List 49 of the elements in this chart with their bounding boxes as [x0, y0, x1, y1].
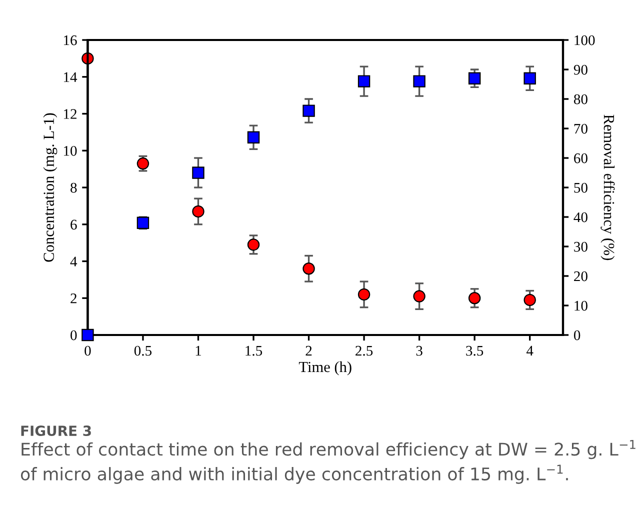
point [82, 328, 94, 342]
point [192, 166, 204, 179]
point [302, 104, 315, 117]
y-tick-label: 12 [64, 109, 76, 119]
y-tick-label: 10 [64, 146, 77, 156]
y2-tick-label: 40 [574, 212, 588, 222]
y2-tick-label: 100 [574, 35, 595, 46]
x-tick-label: 4 [526, 346, 534, 356]
caption: FIGURE 3 [21, 426, 91, 436]
y-tick-label: 6 [70, 220, 77, 230]
x-tick-label: 1.5 [246, 346, 262, 356]
x-tick-label: 3.5 [466, 346, 484, 356]
point [468, 72, 481, 84]
y2-tick-label: 50 [574, 182, 588, 193]
x-axis-title: Time (h) [298, 361, 352, 376]
point [524, 72, 536, 84]
y-tick-label: 0 [70, 330, 77, 340]
x-tick-label: 2 [306, 346, 312, 356]
point [468, 292, 481, 304]
point [247, 238, 260, 251]
y2-tick-label: 30 [574, 242, 588, 252]
y2-tick-label: 60 [574, 153, 588, 164]
y2-tick-label: 80 [574, 94, 588, 104]
y-axis-title: Concentration (mg. L-1) [43, 113, 58, 262]
point [358, 288, 370, 301]
y-tick-label: 8 [70, 182, 77, 193]
x-tick-label: 3 [416, 346, 422, 356]
y2-tick-label: 70 [574, 124, 588, 134]
y-tick-label: 14 [64, 72, 78, 82]
x-tick-label: 1 [196, 346, 202, 356]
point [413, 75, 426, 88]
x-tick-label: 0.5 [134, 346, 152, 356]
x-tick-label: 0 [84, 346, 91, 356]
point [358, 75, 370, 88]
point [192, 205, 204, 218]
y2-axis-title: Removal efficiency (%) [600, 114, 615, 260]
y2-tick-label: 10 [574, 300, 588, 311]
text: Effect of contact time on the red removal efficiency at DW = 2.5 g. L$^{−1}$ of micro algae and with initial dye concentration of 15 mg. L$^{−1}$. [20, 440, 636, 484]
point [524, 294, 536, 306]
y-tick-label: 4 [70, 256, 78, 266]
point [413, 290, 426, 302]
y-tick-label: 16 [64, 35, 77, 46]
point [247, 131, 260, 144]
x-tick-label: 2.5 [356, 346, 373, 356]
y2-tick-label: 20 [574, 271, 588, 282]
point [302, 262, 315, 275]
y2-tick-label: 0 [574, 330, 580, 340]
y-tick-label: 2 [70, 294, 76, 304]
y2-tick-label: 90 [574, 64, 588, 75]
